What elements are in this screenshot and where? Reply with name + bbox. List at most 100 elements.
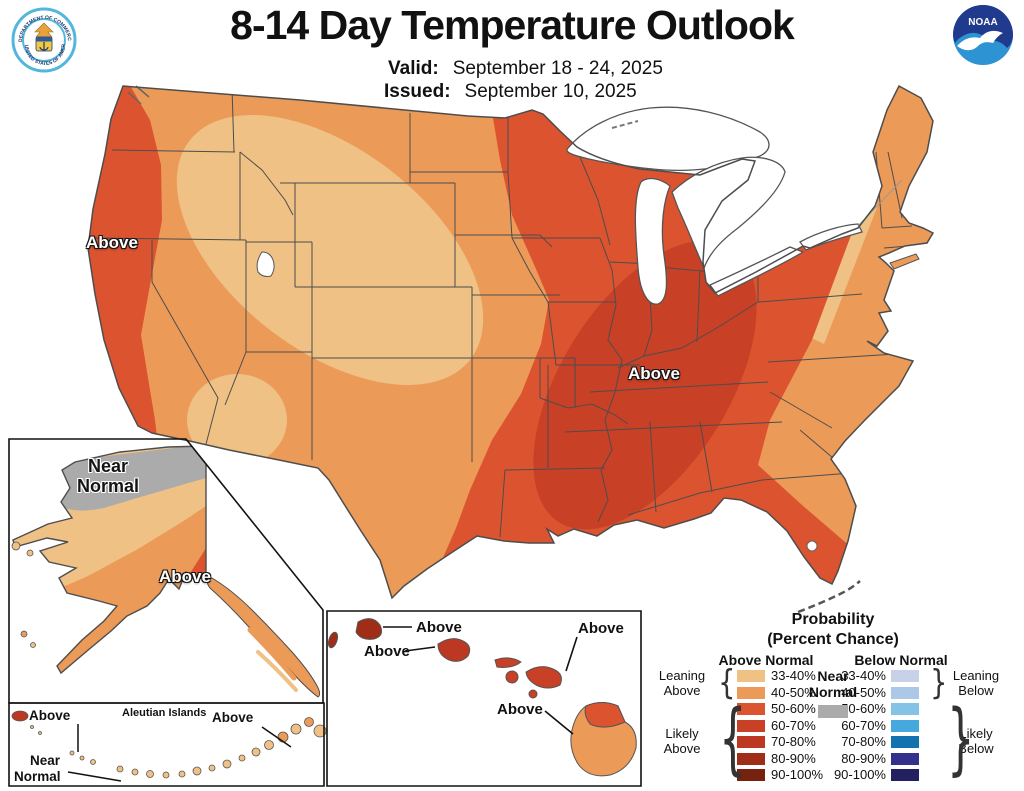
legend-likely-below: Likely Below — [944, 726, 1008, 756]
legend-chip-below-90-100 — [891, 769, 919, 781]
island-molokai — [494, 657, 522, 668]
conus-label-east-above: Above — [628, 364, 680, 383]
legend-below-header: Below Normal — [854, 652, 948, 668]
noaa-logo-bird — [957, 30, 1003, 51]
legend-near-line2: Normal — [808, 684, 858, 700]
aleutians-label-above-west: Above — [29, 708, 71, 723]
brace-likely-above: { — [719, 694, 747, 784]
alaska-outline — [12, 445, 207, 675]
legend-chip-above-70-80 — [737, 736, 765, 748]
alaska-label-near-normal: Near Normal — [60, 456, 156, 496]
issued-value: September 10, 2025 — [464, 81, 637, 102]
conus-region-above-33-40-west — [176, 115, 484, 385]
legend-subtitle: (Percent Chance) — [767, 631, 899, 648]
legend-range-below-4: 70-80% — [841, 734, 886, 749]
page-title: 8-14 Day Temperature Outlook — [230, 2, 795, 48]
issued-line: Issued: September 10, 2025 — [384, 81, 637, 103]
hawaii-label-kauai: Above — [416, 619, 462, 636]
lake-michigan — [634, 177, 671, 305]
alaska-inset-border — [8, 438, 324, 704]
likely-above-line1: Likely — [665, 726, 699, 741]
hawaii-inset-border — [326, 610, 642, 787]
great-lakes — [566, 106, 863, 305]
legend-chip-below-60-70 — [891, 720, 919, 732]
legend-range-above-6: 90-100% — [771, 767, 824, 782]
noaa-logo: NOAA — [953, 5, 1013, 65]
legend-range-below-6: 90-100% — [833, 767, 886, 782]
island-niihau — [327, 631, 339, 649]
hawaii-label-maui: Above — [578, 620, 624, 637]
legend-range-above-3: 60-70% — [771, 718, 816, 733]
legend-chip-above-80-90 — [737, 753, 765, 765]
panhandle-islands-1 — [247, 627, 297, 681]
legend-chip-above-40-50 — [737, 687, 765, 699]
bering-islands — [11, 541, 36, 648]
legend-leaning-above: Leaning Above — [650, 668, 714, 698]
island-hawaii-north-patch — [584, 702, 626, 728]
legend-chip-above-50-60 — [737, 703, 765, 715]
inset-borders — [8, 438, 642, 787]
leaning-below-line2: Below — [958, 683, 994, 698]
brace-likely-below: } — [947, 694, 975, 784]
aleutian-leader-lines — [67, 724, 292, 782]
aleutians-title: Aleutian Islands — [122, 707, 207, 719]
conus-label-west-above: Above — [86, 233, 138, 252]
noaa-logo-text: NOAA — [968, 17, 997, 28]
hawaii-label-oahu: Above — [364, 643, 410, 660]
island-kauai — [355, 618, 382, 640]
island-oahu — [437, 638, 471, 662]
lake-superior — [566, 106, 770, 172]
legend-chip-below-40-50 — [891, 687, 919, 699]
alaska-label-above: Above — [159, 567, 211, 586]
leaning-above-line1: Leaning — [658, 668, 706, 683]
legend-range-above-2: 50-60% — [771, 701, 816, 716]
aleutians-label-near: Near — [30, 753, 61, 768]
isle-royale — [611, 120, 639, 129]
legend-range-above-1: 40-50% — [771, 685, 816, 700]
conus-region-above-33-40-arizona — [187, 374, 287, 466]
island-lanai — [505, 670, 519, 684]
alaska-label-normal: Normal — [76, 476, 139, 496]
long-island — [889, 253, 920, 270]
legend-near-normal-label: Near Normal — [793, 668, 873, 700]
legend-range-below-3: 60-70% — [841, 718, 886, 733]
aleutians-label-normal: Normal — [14, 769, 61, 784]
brace-leaning-below: } — [930, 663, 948, 703]
legend-range-below-2: 50-60% — [841, 701, 886, 716]
valid-line: Valid: September 18 - 24, 2025 — [388, 58, 663, 80]
island-maui — [525, 666, 562, 689]
legend-chip-near-normal — [818, 705, 848, 718]
leaning-below-line1: Leaning — [952, 668, 1000, 683]
alaska-region-near-normal — [58, 446, 206, 511]
great-salt-lake — [256, 251, 275, 277]
legend-range-below-0: 33-40% — [841, 668, 886, 683]
legend-range-above-4: 70-80% — [771, 734, 816, 749]
panhandle-islands-2 — [256, 650, 298, 692]
state-boundaries — [94, 87, 914, 538]
legend-chip-above-90-100 — [737, 769, 765, 781]
legend-likely-above: Likely Above — [650, 726, 714, 756]
conus-region-above-50-60-westcoast — [88, 86, 162, 445]
legend-range-above-0: 33-40% — [771, 668, 816, 683]
legend-chip-below-80-90 — [891, 753, 919, 765]
alaska-label-near: Near — [87, 456, 129, 476]
legend-range-above-5: 80-90% — [771, 751, 816, 766]
legend-near-line1: Near — [817, 668, 849, 684]
doc-shield-chief — [36, 37, 52, 42]
legend-range-below-5: 80-90% — [841, 751, 886, 766]
legend-chip-above-60-70 — [737, 720, 765, 732]
conus-outline — [87, 84, 935, 600]
likely-above-line2: Above — [663, 741, 701, 756]
hawaii-leader-lines — [383, 626, 578, 735]
legend-chip-below-70-80 — [891, 736, 919, 748]
aleutian-inset-map — [11, 710, 327, 782]
issued-label: Issued: — [384, 81, 451, 102]
lake-okeechobee — [806, 540, 818, 552]
likely-below-line1: Likely — [959, 726, 993, 741]
aleutian-inset-border — [8, 702, 325, 787]
valid-value: September 18 - 24, 2025 — [452, 58, 663, 79]
legend-title: Probability — [791, 611, 875, 628]
legend-above-header: Above Normal — [718, 652, 814, 668]
